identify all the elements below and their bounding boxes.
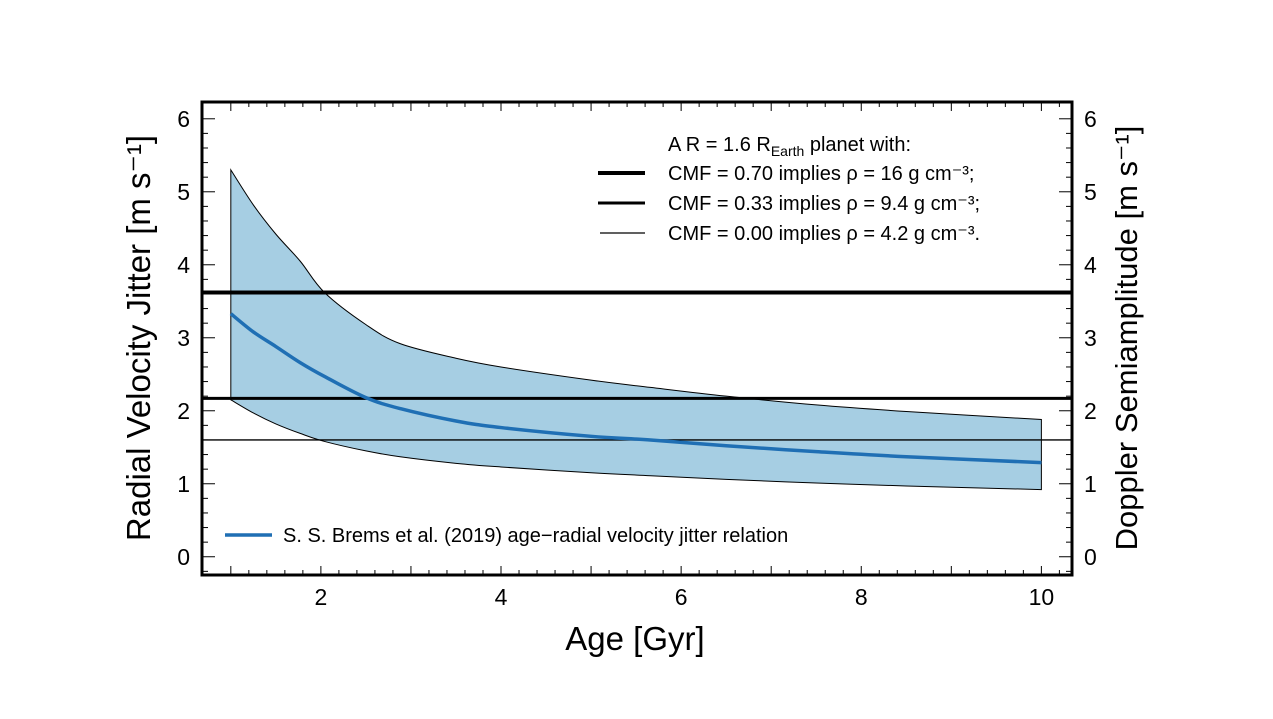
x-axis-label: Age [Gyr] xyxy=(565,620,704,657)
y-tick-label-right: 1 xyxy=(1084,471,1097,497)
y-tick-label: 6 xyxy=(177,106,190,132)
y-tick-label-right: 6 xyxy=(1084,106,1097,132)
x-tick-label: 6 xyxy=(675,584,688,610)
legend-label-cmf-000: CMF = 0.00 implies ρ = 4.2 g cm⁻³. xyxy=(668,223,980,245)
y-tick-label: 2 xyxy=(177,398,190,424)
y-axis-label: Radial Velocity Jitter [m s⁻¹] xyxy=(120,135,157,541)
y-tick-label: 3 xyxy=(177,325,190,351)
relation-line xyxy=(229,312,1042,465)
y-tick-label: 1 xyxy=(177,471,190,497)
y-tick-label-right: 3 xyxy=(1084,325,1097,351)
y-tick-label: 5 xyxy=(177,179,190,205)
x-tick-label: 10 xyxy=(1029,584,1055,610)
x-tick-label: 8 xyxy=(855,584,868,610)
legend-label-cmf-033: CMF = 0.33 implies ρ = 9.4 g cm⁻³; xyxy=(668,193,980,215)
x-tick-label: 2 xyxy=(314,584,327,610)
y-tick-label-right: 2 xyxy=(1084,398,1097,424)
y-tick-label: 4 xyxy=(177,252,190,278)
legend-label-relation: S. S. Brems et al. (2019) age−radial vel… xyxy=(283,525,788,547)
y-axis-label-right: Doppler Semiamplitude [m s⁻¹] xyxy=(1109,126,1144,551)
y-tick-label-right: 0 xyxy=(1084,544,1097,570)
plot-frame xyxy=(200,100,1074,577)
relation-curve xyxy=(229,312,1042,465)
uncertainty-band xyxy=(230,168,1042,491)
legend-label-cmf-070: CMF = 0.70 implies ρ = 16 g cm⁻³; xyxy=(668,163,974,185)
legend-bottom-left: S. S. Brems et al. (2019) age−radial vel… xyxy=(225,525,788,547)
y-tick-label-right: 5 xyxy=(1084,179,1097,205)
legend-top-right: A R = 1.6 REarth planet with: CMF = 0.70… xyxy=(598,134,980,245)
legend-title: A R = 1.6 REarth planet with: xyxy=(668,134,911,159)
band-area xyxy=(230,168,1042,491)
x-tick-label: 4 xyxy=(495,584,508,610)
y-tick-label-right: 4 xyxy=(1084,252,1097,278)
y-tick-label: 0 xyxy=(177,544,190,570)
